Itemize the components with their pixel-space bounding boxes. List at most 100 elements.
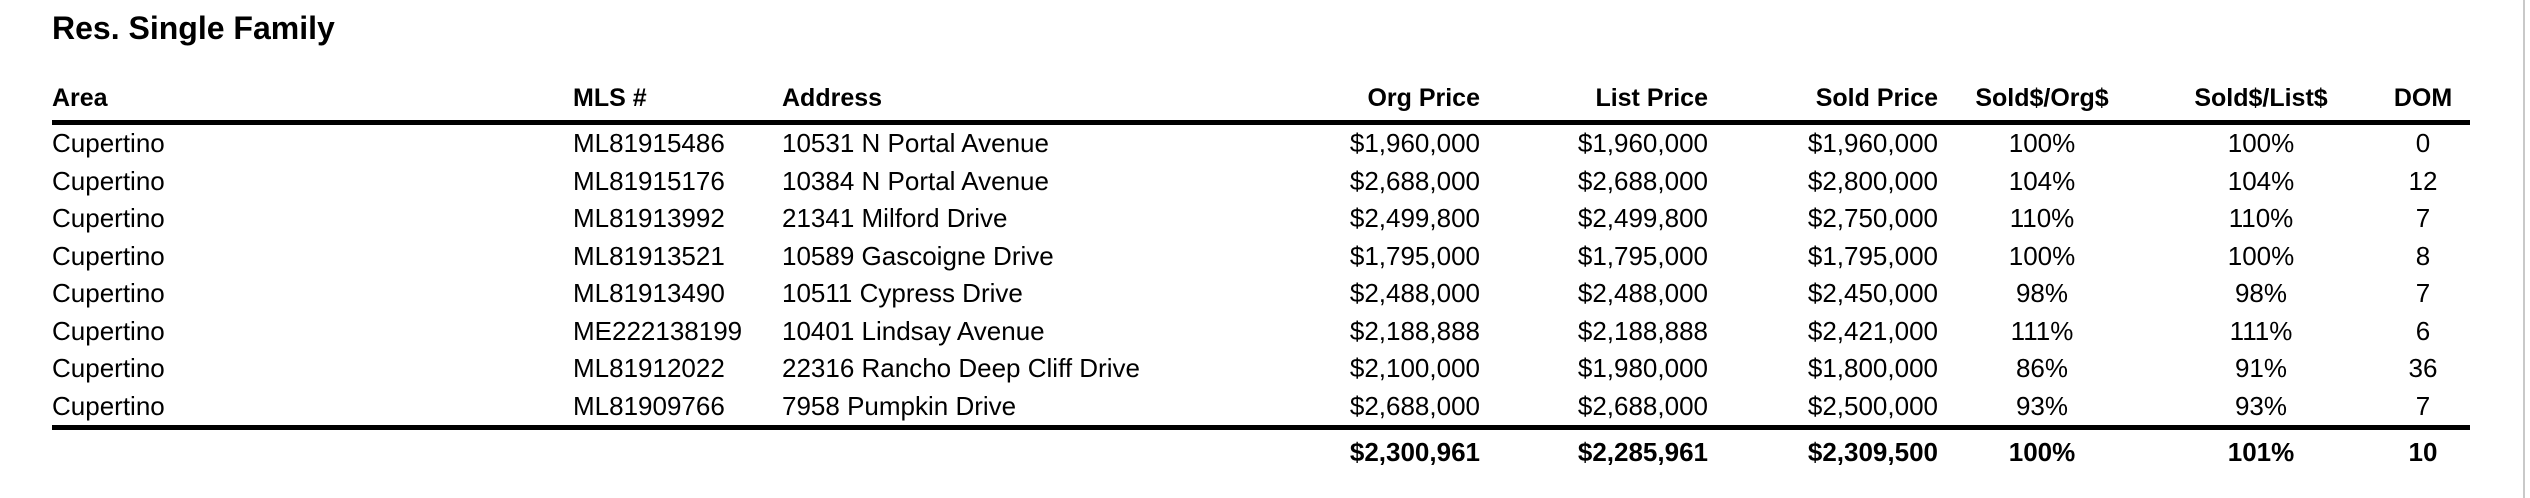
table-cell: 12	[2408, 165, 2438, 196]
table-row: Cupertino ME222138199 10401 Lindsay Avenue…	[52, 313, 2470, 351]
table-cell: Cupertino	[52, 353, 165, 383]
totals-cell: $2,300,961	[1349, 437, 1480, 467]
table-cell: 10531 N Portal Avenue	[782, 128, 1049, 158]
totals-cell	[782, 428, 1222, 469]
table-cell: 36	[2408, 353, 2438, 383]
table-row: Cupertino ML81913992 21341 Milford Drive $2…	[52, 200, 2470, 238]
column-header-list-price: List Price	[1480, 84, 1708, 125]
table-header-row: Area MLS # Address Org Price List Price …	[52, 84, 2470, 125]
table-cell: 104%	[2008, 165, 2076, 196]
table-cell: $1,795,000	[1577, 240, 1708, 271]
table-cell: 93%	[2146, 387, 2376, 430]
totals-cell	[52, 428, 573, 469]
table-cell: 86%	[2015, 353, 2069, 383]
table-cell: ML81913992	[573, 203, 725, 233]
table-cell: 10511 Cypress Drive	[782, 278, 1023, 308]
table-cell: $2,100,000	[1349, 353, 1480, 383]
totals-cell	[573, 428, 782, 469]
table-cell: 110%	[2009, 203, 2075, 233]
table-cell: 104%	[2227, 165, 2295, 196]
table-cell: 7958 Pumpkin Drive	[782, 387, 1222, 430]
column-header-mls: MLS #	[573, 84, 782, 125]
table-cell: $1,980,000	[1577, 353, 1708, 383]
table-cell: $1,800,000	[1807, 353, 1938, 383]
table-cell: 7	[2376, 387, 2470, 430]
page-edge-line	[2523, 0, 2525, 498]
table-cell: 98%	[2015, 278, 2069, 308]
table-cell: $2,688,000	[1480, 387, 1708, 430]
table-cell: 100%	[2008, 128, 2076, 158]
table-cell: Cupertino	[52, 128, 165, 158]
table-cell: Cupertino	[52, 387, 573, 430]
table-cell: Cupertino	[52, 203, 165, 233]
table-cell: $2,188,888	[1349, 315, 1480, 346]
listings-table: Area MLS # Address Org Price List Price …	[52, 84, 2470, 468]
table-cell: ME222138199	[573, 315, 743, 346]
table-cell: $1,960,000	[1807, 128, 1938, 158]
table-cell: 21341 Milford Drive	[782, 203, 1008, 233]
table-cell: 10589 Gascoigne Drive	[782, 240, 1054, 271]
table-cell: 7	[2415, 203, 2431, 233]
table-cell: $1,795,000	[1807, 240, 1938, 271]
table-cell: ML81915176	[573, 165, 725, 196]
table-row: Cupertino ML81913521 10589 Gascoigne Drive…	[52, 238, 2470, 276]
table-row: Cupertino ML81915176 10384 N Portal Avenue…	[52, 163, 2470, 201]
table-cell: 110%	[2228, 203, 2294, 233]
table-cell: $2,499,800	[1577, 203, 1708, 233]
table-cell: 98%	[2234, 278, 2288, 308]
totals-cell: $2,285,961	[1577, 437, 1708, 467]
page-title: Res. Single Family	[52, 10, 335, 46]
table-cell: $1,960,000	[1577, 128, 1708, 158]
table-cell: 22316 Rancho Deep Cliff Drive	[782, 353, 1140, 383]
table-cell: 0	[2415, 128, 2431, 158]
table-cell: $2,500,000	[1708, 387, 1938, 430]
table-cell: ML81913521	[573, 240, 725, 271]
table-row: Cupertino ML81909766 7958 Pumpkin Drive $2,…	[52, 387, 2470, 430]
table-row: Cupertino ML81912022 22316 Rancho Deep Cli…	[52, 350, 2470, 388]
table-cell: 10384 N Portal Avenue	[782, 165, 1049, 196]
table-cell: Cupertino	[52, 278, 165, 308]
totals-cell: 100%	[2008, 437, 2076, 467]
table-cell: $2,499,800	[1349, 203, 1480, 233]
column-header-dom: DOM	[2376, 84, 2470, 125]
table-cell: $1,795,000	[1349, 240, 1480, 271]
totals-cell: $2,309,500	[1807, 437, 1938, 467]
table-cell: ML81909766	[573, 387, 782, 430]
column-header-address: Address	[782, 84, 1222, 125]
column-header-sold-org: Sold$/Org$	[1938, 84, 2146, 125]
table-cell: 93%	[1938, 387, 2146, 430]
column-header-sold-price: Sold Price	[1708, 84, 1938, 125]
table-cell: 100%	[2008, 240, 2076, 271]
column-header-sold-list: Sold$/List$	[2146, 84, 2376, 125]
table-cell: $2,688,000	[1349, 165, 1480, 196]
column-header-area: Area	[52, 84, 573, 125]
table-cell: 100%	[2227, 128, 2295, 158]
table-cell: $2,688,000	[1222, 387, 1480, 430]
table-row: Cupertino ML81915486 10531 N Portal Avenue…	[52, 123, 2470, 163]
table-cell: 7	[2415, 278, 2431, 308]
table-cell: 111%	[2010, 315, 2074, 346]
totals-cell: 101%	[2227, 437, 2295, 467]
table-cell: $2,488,000	[1577, 278, 1708, 308]
table-cell: Cupertino	[52, 315, 165, 346]
totals-cell: 10	[2408, 437, 2438, 467]
table-cell: $2,488,000	[1349, 278, 1480, 308]
table-cell: Cupertino	[52, 165, 165, 196]
table-row: Cupertino ML81913490 10511 Cypress Drive $2…	[52, 275, 2470, 313]
table-cell: $2,688,000	[1577, 165, 1708, 196]
table-cell: ML81913490	[573, 278, 725, 308]
table-cell: $1,960,000	[1349, 128, 1480, 158]
table-cell: 10401 Lindsay Avenue	[782, 315, 1045, 346]
table-cell: 6	[2415, 315, 2431, 346]
table-cell: $2,188,888	[1577, 315, 1708, 346]
table-cell: $2,800,000	[1807, 165, 1938, 196]
table-cell: 8	[2415, 240, 2431, 271]
table-cell: Cupertino	[52, 240, 165, 271]
table-cell: $2,450,000	[1807, 278, 1938, 308]
table-cell: 91%	[2234, 353, 2288, 383]
table-cell: 100%	[2227, 240, 2295, 271]
table-cell: ML81912022	[573, 353, 725, 383]
table-cell: 111%	[2229, 315, 2293, 346]
table-cell: ML81915486	[573, 128, 725, 158]
